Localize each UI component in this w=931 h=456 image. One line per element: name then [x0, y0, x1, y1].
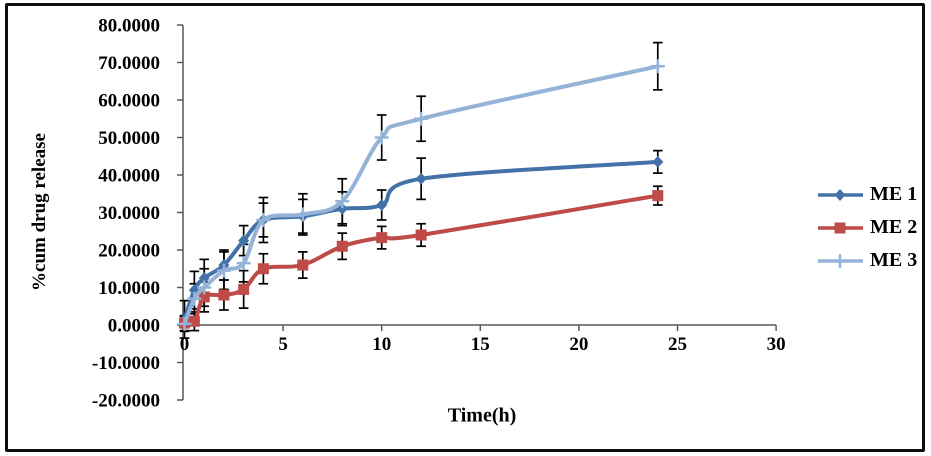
legend: ME 1 ME 2 ME 3 [817, 183, 917, 282]
me1-line-marker-icon [818, 188, 863, 201]
y-tick-label: 40.0000 [98, 166, 160, 187]
y-tick-label: 70.0000 [98, 53, 160, 74]
series-me2 [179, 190, 664, 329]
y-tick-label: 50.0000 [98, 128, 160, 149]
legend-item-me3: ME 3 [817, 249, 917, 272]
x-tick-label: 0 [180, 334, 190, 355]
y-tick-label: -10.0000 [92, 353, 160, 374]
x-tick-label: 5 [278, 334, 288, 355]
x-tick-label: 10 [372, 334, 391, 355]
y-tick-label: 60.0000 [98, 91, 160, 112]
y-axis-title: %cum drug release [29, 133, 50, 291]
y-tick-labels: 80.0000 70.0000 60.0000 50.0000 40.0000 30.00… [92, 16, 160, 412]
me3-line-marker-icon [818, 253, 863, 268]
x-tick-label: 30 [767, 334, 786, 355]
legend-item-me2: ME 2 [817, 216, 917, 239]
y-tick-label: 10.0000 [98, 278, 160, 299]
series-me2-line [182, 193, 660, 326]
legend-label-me2: ME 2 [870, 216, 918, 238]
y-tick-label: 30.0000 [98, 203, 160, 224]
me2-line-marker-icon [818, 222, 863, 233]
legend-label-me3: ME 3 [870, 249, 918, 271]
x-tick-labels: 0 5 10 15 20 25 30 [180, 334, 786, 355]
legend-label-me1: ME 1 [870, 183, 918, 205]
y-tick-label: 20.0000 [98, 241, 160, 262]
legend-item-me1: ME 1 [817, 183, 917, 206]
x-tick-label: 25 [668, 334, 687, 355]
y-tick-label: 0.0000 [108, 316, 160, 337]
y-tick-label: 80.0000 [98, 16, 160, 37]
series-me3 [177, 59, 665, 331]
x-tick-label: 15 [471, 334, 490, 355]
y-tick-label: -20.0000 [92, 391, 160, 412]
x-axis-title: Time(h) [447, 404, 517, 427]
x-tick-label: 20 [569, 334, 588, 355]
